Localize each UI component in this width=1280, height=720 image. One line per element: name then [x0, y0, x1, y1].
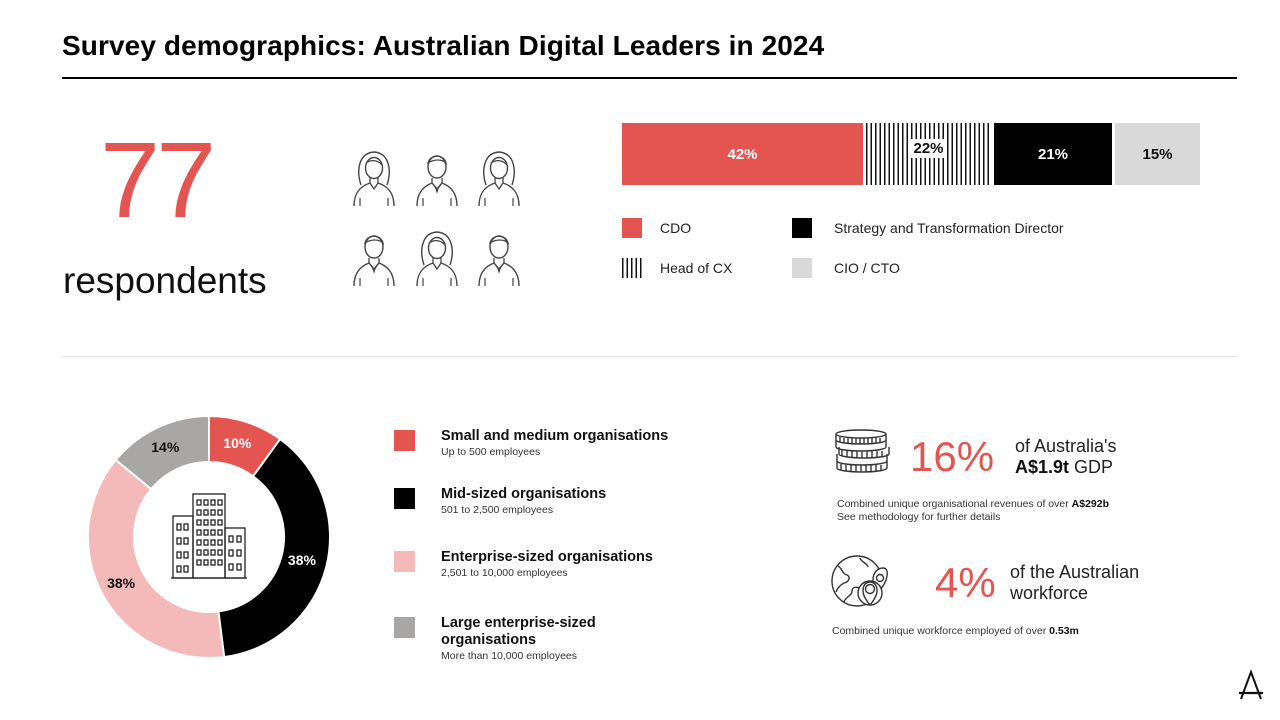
legend-item-cio-cto: CIO / CTO	[792, 258, 900, 278]
legend-name-mid-sized: Mid-sized organisations	[441, 486, 607, 502]
page-title: Survey demographics: Australian Digital …	[62, 30, 825, 61]
legend-label-cio-cto: CIO / CTO	[834, 260, 900, 276]
respondent-count: 77	[100, 119, 216, 240]
gdp-percent: 16%	[910, 433, 995, 480]
legend-sub-large-enterprise: More than 10,000 employees	[441, 650, 578, 662]
gdp-amount: A$1.9t	[1015, 457, 1070, 477]
coin-stack-icon	[835, 429, 890, 473]
bar-segment-cdo: 42%	[622, 123, 863, 185]
accenture-a-logo-icon	[1239, 669, 1263, 700]
bar-label-head-of-cx: 22%	[911, 138, 946, 158]
bar-label-strategy-director: 21%	[1037, 145, 1069, 163]
legend-swatch-small-medium	[394, 430, 415, 451]
globe-location-icon	[831, 555, 888, 607]
legend-item-cdo: CDO	[622, 218, 691, 238]
legend-sub-mid-sized: 501 to 2,500 employees	[441, 504, 554, 516]
legend-name-enterprise: Enterprise-sized organisations	[441, 549, 653, 565]
donut-label-lrg: 14%	[151, 439, 180, 456]
bar-label-cdo: 42%	[727, 145, 758, 163]
office-building-icon	[171, 493, 247, 579]
workforce-note-prefix: Combined unique workforce employed of ov…	[832, 625, 1047, 637]
role-stacked-bar: 42% 22% 21% 15%	[622, 123, 1200, 185]
legend-item-head-of-cx: Head of CX	[622, 258, 732, 278]
gdp-description: of Australia's A$1.9t GDP	[1015, 436, 1117, 478]
donut-label-mid: 38%	[287, 552, 316, 569]
legend-swatch-mid-sized	[394, 488, 415, 509]
title-divider	[62, 77, 1237, 79]
legend-item-enterprise: Enterprise-sized organisations 2,501 to …	[394, 549, 653, 579]
workforce-line-2: workforce	[1010, 583, 1089, 603]
legend-item-mid-sized: Mid-sized organisations 501 to 2,500 emp…	[394, 486, 606, 516]
legend-swatch-strategy-director	[792, 218, 812, 238]
legend-swatch-large-enterprise	[394, 617, 415, 638]
legend-label-cdo: CDO	[660, 220, 692, 236]
donut-label-ent: 38%	[107, 575, 136, 592]
bar-segment-cio-cto: 15%	[1115, 123, 1200, 185]
legend-item-strategy-director: Strategy and Transformation Director	[792, 218, 1064, 238]
workforce-note: Combined unique workforce employed of ov…	[832, 625, 1079, 638]
gdp-note: Combined unique organisational revenues …	[837, 498, 1109, 524]
donut-label-sme: 10%	[223, 434, 252, 451]
gdp-line-2: A$1.9t GDP	[1015, 457, 1117, 478]
bar-label-cio-cto: 15%	[1142, 145, 1173, 163]
legend-sub-small-medium: Up to 500 employees	[441, 446, 541, 458]
legend-name-large-enterprise: Large enterprise-sized organisations	[441, 615, 596, 648]
gdp-note-amount: A$292b	[1071, 498, 1110, 510]
section-divider	[62, 356, 1237, 357]
legend-sub-enterprise: 2,501 to 10,000 employees	[441, 567, 568, 579]
bar-segment-head-of-cx: 22%	[866, 123, 991, 185]
donut-segment-mid	[217, 437, 330, 658]
donut-segment-ent	[88, 458, 226, 658]
legend-label-head-of-cx: Head of CX	[660, 260, 733, 276]
workforce-note-amount: 0.53m	[1049, 625, 1079, 637]
legend-swatch-cdo	[622, 218, 642, 238]
gdp-unit: GDP	[1074, 457, 1114, 477]
gdp-note-line-2: See methodology for further details	[837, 511, 1001, 523]
legend-swatch-cio-cto	[792, 258, 812, 278]
legend-swatch-enterprise	[394, 551, 415, 572]
gdp-note-line-1: Combined unique organisational revenues …	[837, 498, 1109, 511]
workforce-percent: 4%	[935, 559, 996, 606]
respondent-label: respondents	[63, 260, 267, 301]
legend-swatch-head-of-cx	[622, 258, 642, 278]
legend-label-strategy-director: Strategy and Transformation Director	[834, 220, 1064, 236]
donut-segment-lrg	[114, 416, 210, 491]
organisation-size-donut	[88, 416, 330, 658]
people-icon-grid	[353, 151, 520, 287]
gdp-note-prefix: Combined unique organisational revenues …	[837, 498, 1069, 510]
workforce-description: of the Australian workforce	[1010, 562, 1139, 604]
gdp-line-1: of Australia's	[1015, 436, 1117, 456]
legend-name-small-medium: Small and medium organisations	[441, 428, 669, 444]
bar-segment-strategy-director: 21%	[994, 123, 1112, 185]
legend-item-small-medium: Small and medium organisations Up to 500…	[394, 428, 668, 458]
legend-item-large-enterprise: Large enterprise-sized organisations Mor…	[394, 615, 641, 662]
workforce-line-1: of the Australian	[1010, 562, 1140, 582]
